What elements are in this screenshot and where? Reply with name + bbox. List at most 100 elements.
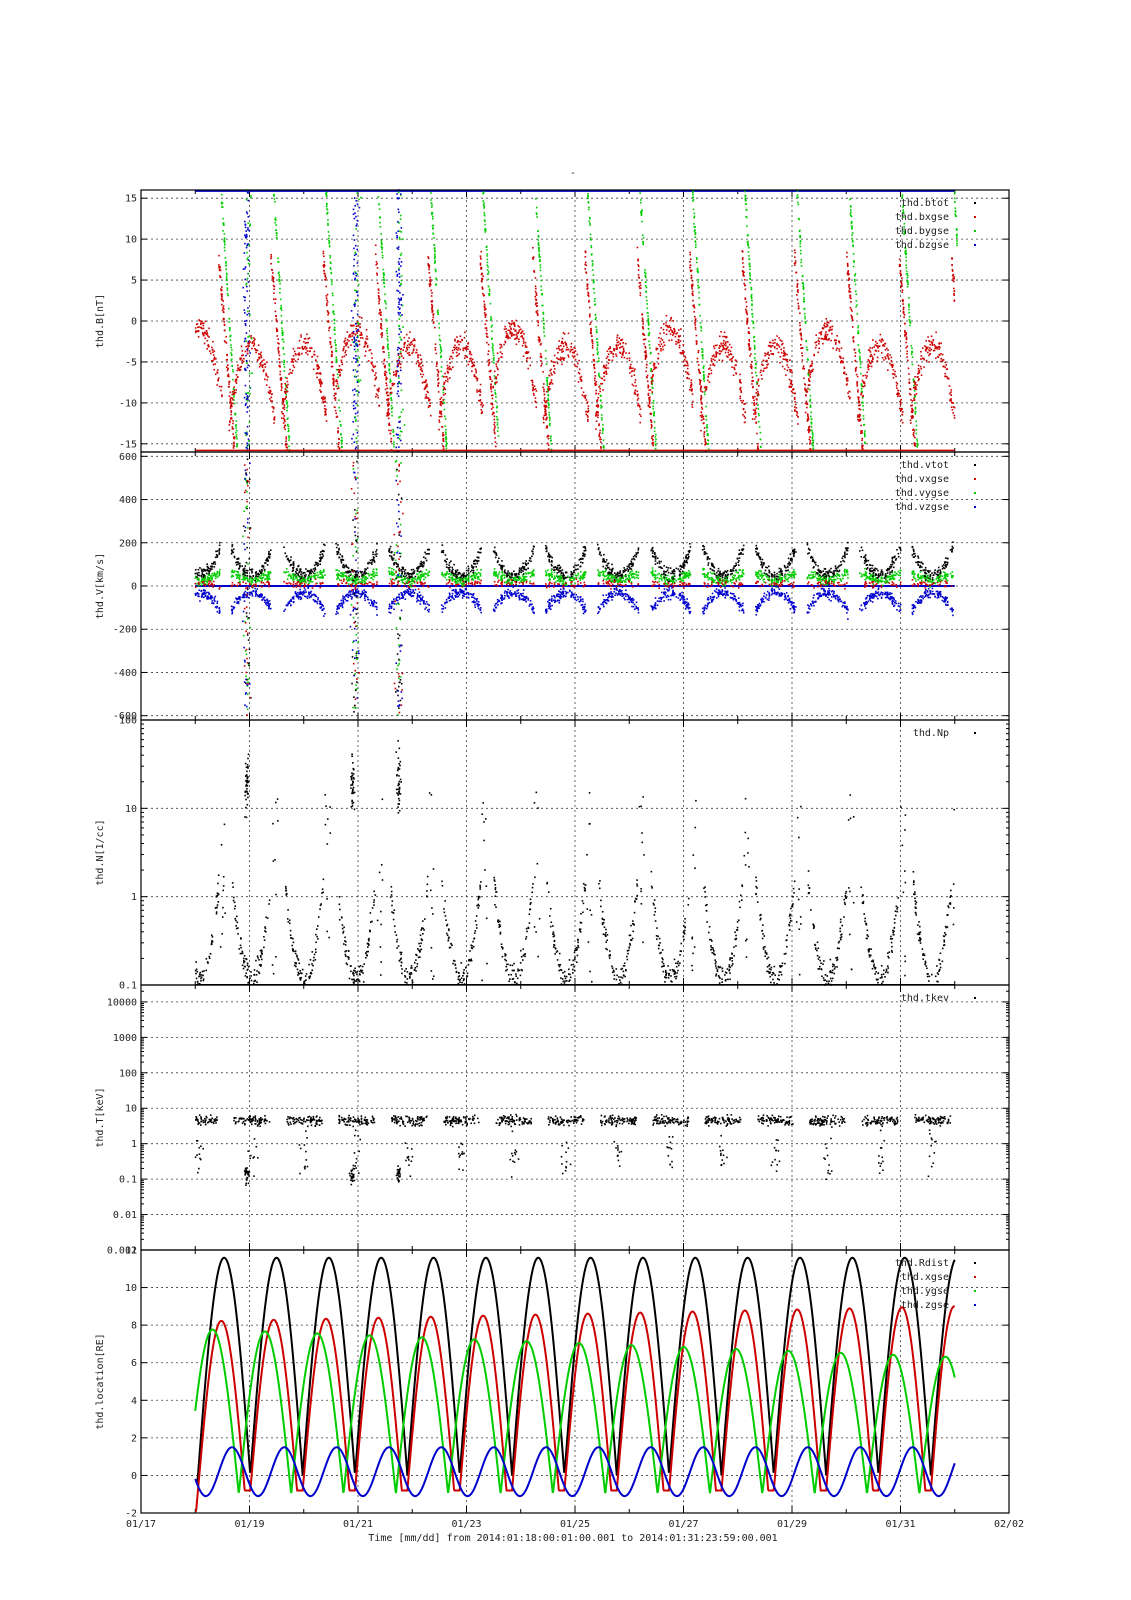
data-point-bx bbox=[734, 359, 737, 361]
data-point-bx bbox=[326, 310, 329, 312]
data-point-bx bbox=[835, 339, 838, 342]
data-point-bx bbox=[650, 427, 653, 429]
data-point-by bbox=[274, 200, 276, 203]
data-point-bx bbox=[761, 378, 763, 380]
data-point-bx bbox=[903, 316, 905, 319]
data-point-bx bbox=[208, 336, 210, 338]
data-point-bx bbox=[262, 364, 264, 366]
data-point-bz bbox=[353, 258, 355, 261]
data-point-bx bbox=[705, 388, 708, 390]
data-point-bx bbox=[591, 340, 593, 343]
data-point-by bbox=[857, 344, 860, 346]
data-point-bx bbox=[370, 363, 373, 365]
data-point-bx bbox=[605, 373, 608, 376]
data-point-bz bbox=[247, 227, 249, 229]
data-point-bz bbox=[248, 229, 251, 232]
data-point-by bbox=[355, 290, 357, 292]
data-point-bz bbox=[397, 246, 400, 248]
data-point-bx bbox=[840, 347, 843, 350]
data-point-bx bbox=[513, 323, 516, 326]
data-point-by bbox=[326, 212, 329, 214]
data-point-bx bbox=[301, 352, 303, 355]
data-point-by bbox=[807, 359, 809, 361]
data-point-by bbox=[652, 405, 654, 408]
data-point-by bbox=[332, 310, 335, 313]
data-point-bx bbox=[662, 328, 665, 331]
data-point-bx bbox=[762, 364, 764, 367]
data-point-bx bbox=[881, 356, 884, 359]
data-point-bx bbox=[677, 341, 680, 343]
data-point-bx bbox=[745, 311, 748, 314]
data-point-bx bbox=[265, 384, 268, 386]
data-point-by bbox=[400, 411, 403, 414]
data-point-by bbox=[439, 352, 442, 354]
data-point-by bbox=[856, 304, 858, 306]
data-point-by bbox=[640, 214, 643, 216]
data-point-bx bbox=[344, 339, 346, 342]
data-point-by bbox=[380, 246, 383, 248]
data-point-by bbox=[228, 329, 231, 332]
data-point-bx bbox=[257, 358, 259, 361]
data-point-by bbox=[388, 351, 390, 354]
data-point-bx bbox=[727, 356, 729, 358]
data-point-bx bbox=[532, 256, 535, 258]
data-point-bx bbox=[301, 346, 304, 349]
data-point-bx bbox=[199, 326, 202, 329]
data-point-bx bbox=[569, 350, 572, 353]
data-point-bx bbox=[712, 354, 715, 356]
data-point-by bbox=[326, 213, 328, 215]
data-point-bx bbox=[374, 395, 377, 398]
data-point-by bbox=[600, 417, 603, 419]
data-point-bx bbox=[846, 251, 848, 254]
data-point-bx bbox=[725, 355, 728, 358]
data-point-bx bbox=[332, 374, 334, 376]
data-point-bx bbox=[403, 346, 405, 349]
data-point-by bbox=[706, 424, 708, 426]
data-point-by bbox=[647, 317, 650, 320]
data-point-bx bbox=[444, 393, 447, 395]
data-point-by bbox=[598, 376, 601, 378]
data-point-bx bbox=[657, 357, 659, 360]
data-point-bx bbox=[684, 356, 687, 359]
data-point-bx bbox=[651, 391, 654, 393]
data-point-by bbox=[222, 223, 225, 226]
data-point-bx bbox=[808, 378, 810, 380]
data-point-bx bbox=[417, 359, 419, 362]
data-point-bx bbox=[532, 388, 534, 390]
data-point-bx bbox=[474, 368, 477, 371]
data-point-bx bbox=[272, 272, 274, 274]
data-point-bx bbox=[693, 315, 696, 318]
data-point-by bbox=[439, 340, 442, 342]
data-point-bx bbox=[665, 321, 667, 324]
data-point-bx bbox=[333, 406, 336, 409]
data-point-bx bbox=[933, 349, 936, 352]
data-point-bx bbox=[489, 386, 492, 389]
panels-group: -15-10-5051015thd.B[nT]thd.btotthd.bxgse… bbox=[95, 189, 1010, 1520]
data-point-bz bbox=[247, 215, 250, 218]
data-point-bx bbox=[820, 337, 823, 340]
data-point-by bbox=[647, 328, 650, 330]
data-point-by bbox=[382, 272, 385, 274]
data-point-bz bbox=[396, 273, 399, 276]
data-point-by bbox=[641, 210, 643, 212]
data-point-bx bbox=[561, 337, 564, 340]
data-point-bx bbox=[291, 358, 293, 360]
data-point-bx bbox=[437, 375, 439, 377]
data-point-bx bbox=[324, 396, 326, 399]
data-point-bx bbox=[505, 330, 507, 333]
data-point-bx bbox=[260, 362, 262, 364]
data-point-by bbox=[492, 362, 495, 364]
data-point-bx bbox=[346, 341, 348, 344]
data-point-bx bbox=[692, 304, 694, 307]
data-point-bz bbox=[354, 305, 356, 307]
data-point-bx bbox=[556, 357, 558, 359]
data-point-bx bbox=[403, 336, 406, 339]
data-point-by bbox=[914, 412, 917, 415]
data-point-bx bbox=[927, 351, 929, 354]
data-point-by bbox=[697, 284, 699, 287]
data-point-by bbox=[284, 376, 287, 379]
data-point-bx bbox=[431, 308, 433, 311]
data-point-bx bbox=[216, 384, 219, 386]
data-point-bx bbox=[591, 347, 594, 349]
data-point-bz bbox=[244, 278, 247, 281]
